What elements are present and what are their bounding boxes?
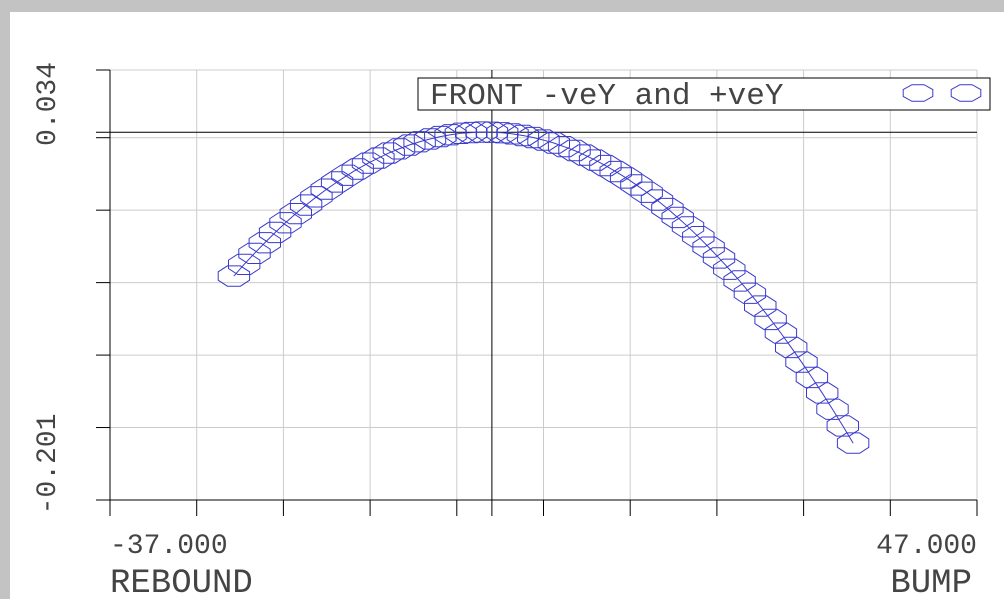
marker: [806, 382, 839, 404]
marker: [754, 308, 787, 331]
marker: [413, 128, 447, 150]
marker: [403, 131, 436, 153]
marker: [661, 206, 694, 229]
y-tick-label: -0.201: [33, 414, 64, 515]
marker: [310, 178, 343, 200]
marker: [527, 129, 560, 151]
marker: [517, 126, 550, 149]
marker: [331, 164, 364, 186]
marker: [465, 121, 498, 143]
marker: [816, 398, 849, 420]
marker: [320, 171, 354, 193]
x-axis-label-left: REBOUND: [110, 565, 253, 599]
marker: [630, 181, 663, 203]
marker: [558, 139, 591, 162]
marker: [269, 212, 302, 234]
marker: [640, 189, 674, 211]
marker: [795, 366, 829, 389]
marker: [248, 232, 281, 254]
marker: [599, 160, 632, 183]
legend-label: FRONT -veY and +veY: [430, 79, 784, 114]
marker: [692, 236, 725, 258]
y-tick-label: 0.034: [33, 62, 64, 146]
legend-marker: [950, 84, 982, 102]
marker: [702, 247, 736, 269]
marker: [362, 147, 395, 169]
legend-marker: [902, 84, 934, 102]
marker: [238, 242, 271, 264]
marker: [620, 174, 653, 196]
marker: [228, 253, 261, 275]
marker: [444, 122, 478, 144]
x-axis-label-right: BUMP: [890, 565, 972, 599]
marker: [382, 138, 416, 160]
marker: [568, 144, 601, 166]
marker: [775, 336, 808, 359]
marker: [733, 282, 767, 304]
marker: [723, 270, 756, 292]
marker: [455, 121, 488, 144]
marker: [279, 203, 312, 225]
marker: [589, 154, 622, 177]
marker: [217, 265, 251, 287]
marker: [434, 124, 467, 146]
marker: [785, 351, 818, 373]
x-tick-label: -37.000: [110, 531, 228, 562]
marker: [764, 322, 798, 344]
marker: [651, 197, 684, 220]
marker: [671, 216, 705, 238]
x-tick-label: 47.000: [876, 531, 977, 562]
marker: [351, 152, 385, 174]
marker: [424, 125, 457, 148]
marker: [713, 258, 746, 280]
marker: [609, 167, 643, 189]
marker: [258, 221, 292, 244]
marker: [506, 124, 540, 147]
marker: [836, 432, 870, 454]
marker: [393, 134, 426, 156]
marker: [372, 142, 405, 164]
marker: [826, 415, 859, 437]
marker: [341, 158, 374, 180]
marker: [578, 149, 612, 171]
legend-box: [417, 77, 991, 111]
marker: [682, 226, 715, 248]
marker: [744, 295, 777, 317]
